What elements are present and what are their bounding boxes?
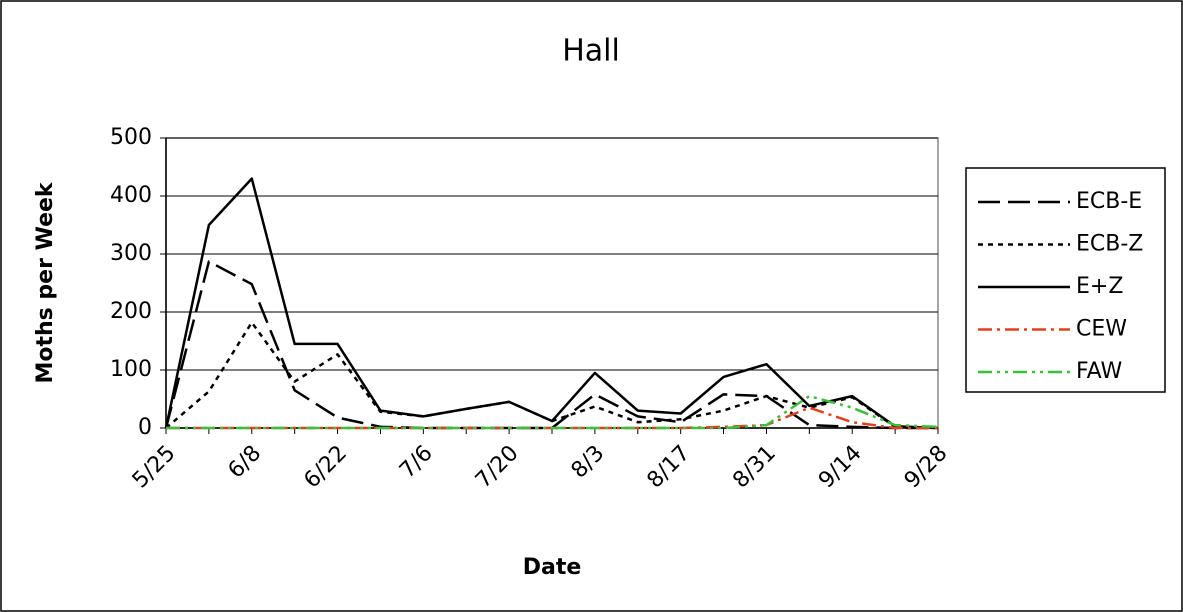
series-line [166,394,939,430]
y-tick-label: 400 [110,183,152,208]
legend-label: FAW [1076,359,1122,384]
legend-label: ECB-E [1076,189,1142,214]
y-tick-label: 500 [110,125,152,150]
legend-box [965,167,1166,393]
legend-label: E+Z [1076,274,1123,299]
y-axis-label: Moths per Week [33,181,58,383]
plot-area [165,137,939,429]
series-line [164,177,939,430]
legend-label: CEW [1076,317,1127,342]
y-tick-label: 200 [110,299,152,324]
chart-title: Hall [562,34,620,69]
x-axis-label: Date [523,555,582,580]
legend-label: ECB-Z [1076,232,1143,257]
y-tick-label: 100 [110,357,152,382]
y-tick-label: 300 [110,241,152,266]
y-tick-label: 0 [138,415,152,440]
